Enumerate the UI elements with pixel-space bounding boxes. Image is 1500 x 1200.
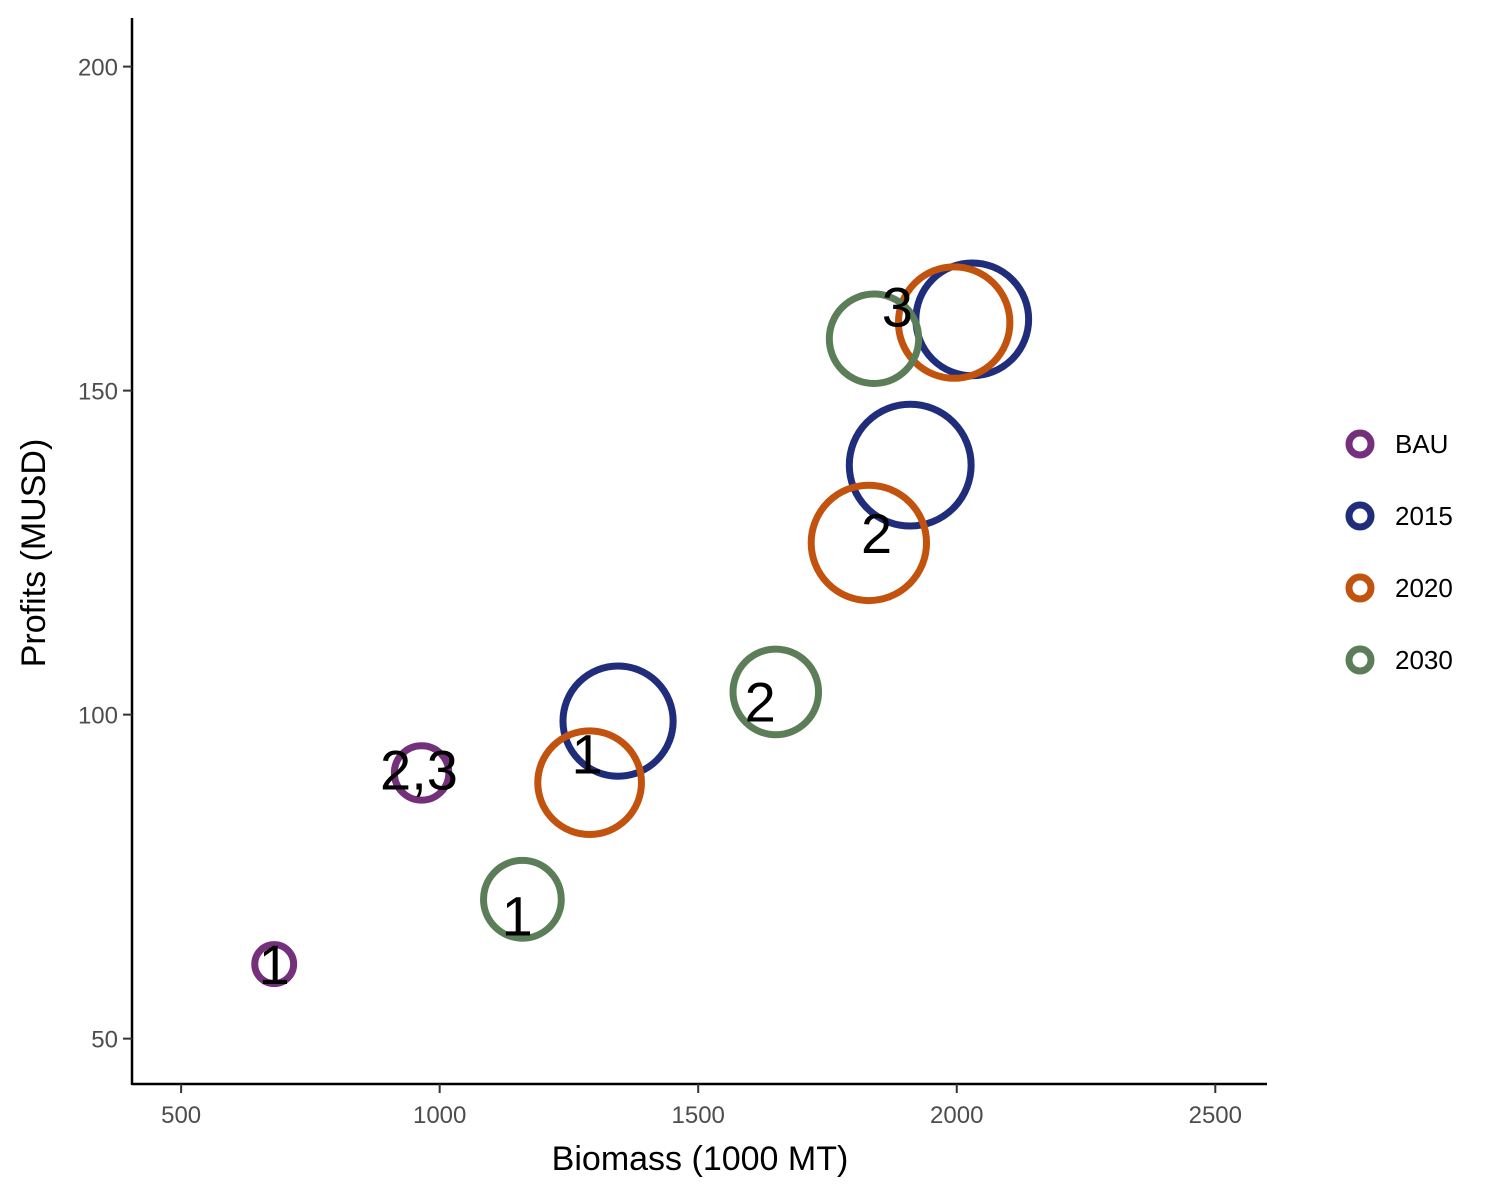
bubble-2030 xyxy=(729,645,823,739)
bubble-label: 2 xyxy=(861,502,892,565)
bubble-label: 2,3 xyxy=(380,739,458,802)
x-tick-label: 1000 xyxy=(413,1102,466,1129)
y-ticks: 50 100 150 200 xyxy=(78,55,132,1054)
y-tick-label: 200 xyxy=(78,55,118,82)
y-tick-label: 100 xyxy=(78,703,118,730)
bubbles-layer xyxy=(251,259,1033,988)
plot-area: 1 2,3 1 1 2 2 3 xyxy=(251,259,1033,996)
legend: BAU 2015 2020 2030 xyxy=(1345,429,1453,675)
y-axis-title: Profits (MUSD) xyxy=(15,439,53,668)
legend-label-2030: 2030 xyxy=(1395,645,1453,675)
legend-key-bau xyxy=(1345,429,1375,459)
bubble-label: 1 xyxy=(259,933,290,996)
bubble-label: 2 xyxy=(745,671,776,734)
legend-key-2015 xyxy=(1345,501,1375,531)
legend-label-2015: 2015 xyxy=(1395,501,1453,531)
bubble-2015 xyxy=(559,662,677,780)
x-tick-label: 500 xyxy=(161,1102,201,1129)
x-ticks: 500 1000 1500 2000 2500 xyxy=(161,1084,1242,1129)
y-tick-label: 150 xyxy=(78,379,118,406)
legend-label-2020: 2020 xyxy=(1395,573,1453,603)
x-tick-label: 2500 xyxy=(1189,1102,1242,1129)
bubble-bau xyxy=(251,941,298,988)
x-tick-label: 2000 xyxy=(930,1102,983,1129)
legend-key-2020 xyxy=(1345,573,1375,603)
y-tick-label: 50 xyxy=(91,1027,118,1054)
x-axis-title: Biomass (1000 MT) xyxy=(552,1140,849,1178)
bubble-2030 xyxy=(825,290,923,387)
bubble-2020 xyxy=(807,481,931,605)
bubble-2020 xyxy=(894,263,1014,382)
bubble-2015 xyxy=(845,400,975,530)
x-tick-label: 1500 xyxy=(672,1102,725,1129)
legend-key-2030 xyxy=(1345,645,1375,675)
annotations-layer: 1 2,3 1 1 2 2 3 xyxy=(259,275,913,996)
bubble-2020 xyxy=(534,727,645,839)
axes: 500 1000 1500 2000 2500 50 100 150 200 Biomass … xyxy=(15,18,1267,1178)
bubble-2030 xyxy=(480,856,565,942)
bubble-label: 3 xyxy=(882,275,913,338)
bubble-label: 1 xyxy=(502,885,533,948)
legend-label-bau: BAU xyxy=(1395,429,1448,459)
bubble-label: 1 xyxy=(571,723,602,786)
bubble-bau xyxy=(390,742,453,804)
